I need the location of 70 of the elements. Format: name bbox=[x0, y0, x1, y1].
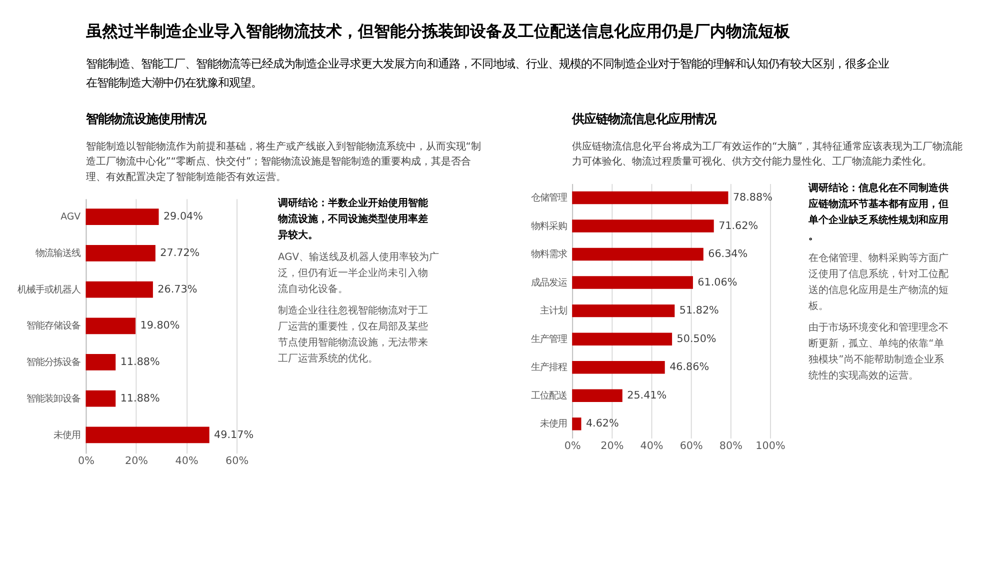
chart-title: 供应链物流信息化应用情况 bbox=[571, 112, 718, 126]
bar bbox=[86, 281, 153, 298]
data-label: 29.04% bbox=[163, 210, 204, 223]
text: 智能制造以智能物流作为前提和基础，将生产或产线嵌入到智能物流系统中，从而实现“制造工厂物流中心化”“零断点、快交付”；智能物流设施是智能制造的重要构成，其是否合理、有效配置决定了智能制造能否有效运营。 bbox=[86, 140, 481, 183]
bar bbox=[572, 248, 704, 261]
y-tick-label: 智能分拣设备 bbox=[26, 357, 81, 368]
data-label: 78.88% bbox=[732, 192, 773, 204]
y-tick-label: 智能装卸设备 bbox=[26, 393, 81, 404]
x-tick-label: 0% bbox=[78, 454, 95, 467]
y-tick-label: 未使用 bbox=[54, 430, 81, 441]
bar bbox=[572, 389, 622, 402]
data-label: 71.62% bbox=[718, 220, 758, 232]
text: AGV、输送线及机器人使用率较为广泛，但仍有近一半企业尚未引入物流自动化设备。 bbox=[278, 250, 440, 295]
bar bbox=[572, 418, 582, 430]
text: 调研结论：半数企业开始使用智能物流设施，不同设施类型使用率差异较大。 bbox=[277, 197, 430, 242]
bar bbox=[86, 426, 210, 444]
data-label: 4.62% bbox=[586, 418, 620, 430]
x-tick-label: 100% bbox=[756, 440, 786, 452]
y-tick-label: AGV bbox=[60, 212, 82, 223]
text: 制造企业往往忽视智能物流对于工厂运营的重要性，仅在局部及某些节点使用智能物流设施，无法带来工厂运营系统的优化。 bbox=[278, 304, 428, 365]
bar bbox=[572, 360, 665, 374]
data-label: 66.34% bbox=[708, 248, 748, 260]
data-label: 46.86% bbox=[670, 361, 710, 374]
bar bbox=[86, 354, 116, 370]
x-tick-label: 80% bbox=[719, 440, 743, 452]
x-tick-label: 40% bbox=[175, 454, 198, 467]
data-label: 11.88% bbox=[120, 392, 160, 404]
y-tick-label: 生产排程 bbox=[530, 362, 567, 374]
data-label: 25.41% bbox=[627, 389, 667, 402]
y-tick-label: 未使用 bbox=[540, 418, 567, 430]
y-tick-label: 仓储管理 bbox=[530, 192, 567, 204]
text: 由于市场环境变化和管理理念不断更新，孤立、单纯的依靠“单独模块”尚不能帮助制造企业系统性的实现高效的运营。 bbox=[808, 322, 949, 382]
text: 调研结论：信息化在不同制造供应链物流环节基本都有应用，但单个企业缺乏系统性规划和应用。 bbox=[808, 182, 949, 242]
y-tick-label: 智能存储设备 bbox=[26, 320, 81, 332]
y-tick-label: 物流输送线 bbox=[36, 248, 81, 260]
data-label: 26.73% bbox=[158, 283, 198, 296]
x-tick-label: 20% bbox=[124, 454, 148, 467]
text: 虽然过半制造企业导入智能物流技术，但智能分拣装卸设备及工位配送信息化应用仍是厂内物流短板 bbox=[84, 22, 791, 41]
y-tick-label: 主计划 bbox=[540, 306, 567, 317]
y-tick-label: 工位配送 bbox=[530, 390, 567, 402]
y-tick-label: 成品发运 bbox=[530, 277, 567, 288]
data-label: 61.06% bbox=[698, 276, 738, 288]
y-tick-label: 物料需求 bbox=[530, 249, 567, 260]
data-label: 27.72% bbox=[160, 247, 200, 260]
y-tick-label: 机械手或机器人 bbox=[18, 284, 81, 296]
bar bbox=[572, 332, 672, 346]
bar bbox=[572, 220, 714, 232]
data-label: 49.17% bbox=[214, 428, 254, 441]
bar bbox=[572, 191, 728, 204]
bar bbox=[86, 390, 116, 407]
x-tick-label: 40% bbox=[640, 440, 664, 452]
x-tick-label: 60% bbox=[680, 440, 703, 452]
bar bbox=[572, 304, 675, 318]
chart-title: 智能物流设施使用情况 bbox=[84, 112, 207, 126]
data-label: 50.50% bbox=[676, 332, 716, 345]
y-tick-label: 生产管理 bbox=[530, 334, 567, 345]
chart-subtitle: 供应链物流信息化平台将成为工厂有效运作的“大脑”，其特征通常应该表现为工厂物流能力可体验化、物流过程质量可视化、供方交付能力显性化、工厂物流能力柔性化。 bbox=[572, 140, 962, 168]
x-tick-label: 20% bbox=[600, 440, 624, 452]
y-tick-label: 物料采购 bbox=[530, 220, 567, 232]
data-label: 11.88% bbox=[120, 356, 160, 368]
x-tick-label: 60% bbox=[226, 454, 249, 467]
bar bbox=[86, 208, 159, 225]
bar bbox=[572, 276, 693, 289]
x-tick-label: 0% bbox=[564, 440, 581, 452]
text: 在仓储管理、物料采购等方面广泛使用了信息系统，针对工位配送的信息化应用是生产物流的短板。 bbox=[808, 252, 949, 312]
data-label: 19.80% bbox=[140, 320, 180, 332]
bar bbox=[86, 318, 136, 334]
data-label: 51.82% bbox=[679, 304, 720, 317]
bar bbox=[86, 244, 156, 262]
text: 智能制造、智能工厂、智能物流等已经成为制造企业寻求更大发展方向和通路，不同地域、行业、规模的不同制造企业对于智能的理解和认知仍有较大区别，很多企业在智能制造大潮中仍在犹豫和观望。 bbox=[86, 58, 889, 90]
